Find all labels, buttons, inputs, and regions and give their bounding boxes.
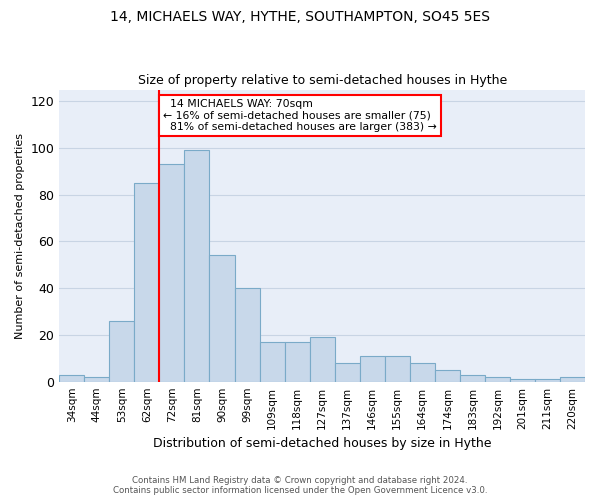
Bar bbox=[359, 356, 385, 382]
Bar bbox=[160, 164, 184, 382]
Text: 14 MICHAELS WAY: 70sqm
← 16% of semi-detached houses are smaller (75)
  81% of s: 14 MICHAELS WAY: 70sqm ← 16% of semi-det… bbox=[163, 99, 437, 132]
Bar bbox=[85, 377, 109, 382]
Bar bbox=[284, 342, 310, 382]
Bar bbox=[460, 374, 485, 382]
X-axis label: Distribution of semi-detached houses by size in Hythe: Distribution of semi-detached houses by … bbox=[153, 437, 491, 450]
Text: 14, MICHAELS WAY, HYTHE, SOUTHAMPTON, SO45 5ES: 14, MICHAELS WAY, HYTHE, SOUTHAMPTON, SO… bbox=[110, 10, 490, 24]
Bar bbox=[485, 377, 510, 382]
Bar bbox=[184, 150, 209, 382]
Bar bbox=[235, 288, 260, 382]
Bar bbox=[109, 321, 134, 382]
Bar bbox=[560, 377, 585, 382]
Bar bbox=[134, 183, 160, 382]
Bar bbox=[260, 342, 284, 382]
Bar bbox=[385, 356, 410, 382]
Text: Contains HM Land Registry data © Crown copyright and database right 2024.
Contai: Contains HM Land Registry data © Crown c… bbox=[113, 476, 487, 495]
Title: Size of property relative to semi-detached houses in Hythe: Size of property relative to semi-detach… bbox=[137, 74, 507, 87]
Y-axis label: Number of semi-detached properties: Number of semi-detached properties bbox=[15, 132, 25, 338]
Bar bbox=[535, 380, 560, 382]
Bar bbox=[410, 363, 435, 382]
Bar bbox=[59, 374, 85, 382]
Bar bbox=[510, 380, 535, 382]
Bar bbox=[335, 363, 359, 382]
Bar bbox=[435, 370, 460, 382]
Bar bbox=[209, 256, 235, 382]
Bar bbox=[310, 338, 335, 382]
